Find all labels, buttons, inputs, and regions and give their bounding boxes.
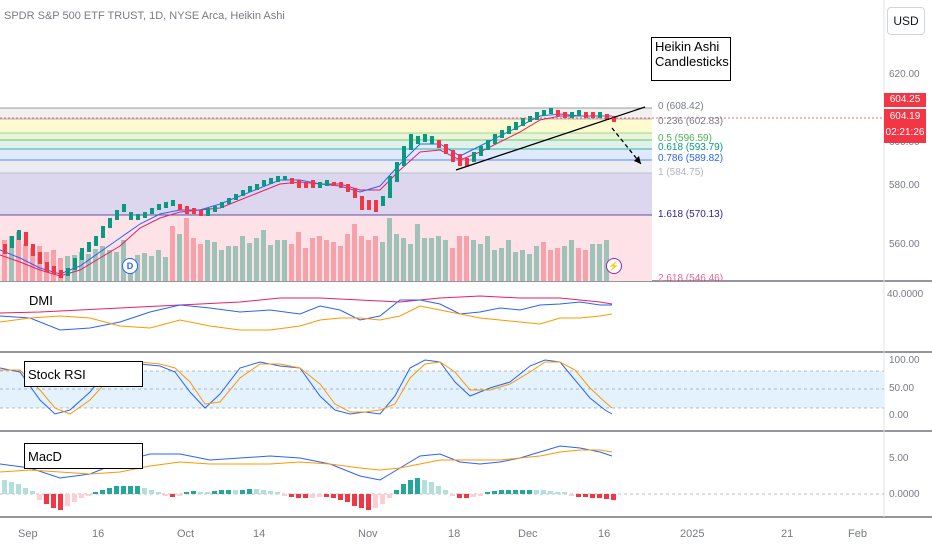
macd-tick-5: 5.00	[889, 453, 909, 464]
time-label-dec: Dec	[518, 528, 538, 540]
projection-arrow	[611, 127, 642, 165]
fib-label-0786: 0.786 (589.82)	[658, 153, 724, 164]
time-label-21: 21	[781, 528, 794, 540]
time-label-16a: 16	[92, 528, 105, 540]
heikin-ashi-note[interactable]: Heikin Ashi Candlesticks	[651, 37, 731, 81]
heikin-ashi-candles	[3, 108, 616, 278]
symbol-title[interactable]: SPDR S&P 500 ETF TRUST, 1D, NYSE Arca, H…	[4, 10, 285, 22]
price-tick-620: 620.00	[889, 69, 920, 80]
time-label-sep: Sep	[18, 528, 38, 540]
price-tag-value: 604.19	[889, 111, 921, 122]
stoch-rsi-label[interactable]: Stock RSI	[24, 361, 143, 387]
time-label-18: 18	[448, 528, 461, 540]
time-label-14: 14	[253, 528, 266, 540]
heikin-ashi-note-line2: Candlesticks	[655, 54, 729, 69]
trendline	[455, 106, 646, 171]
heikin-ashi-note-line1: Heikin Ashi	[655, 39, 720, 54]
fib-label-0618: 0.618 (593.79)	[658, 142, 724, 153]
volume-bars	[2, 218, 609, 281]
fib-label-0: 0 (608.42)	[658, 101, 704, 112]
time-label-2025: 2025	[680, 528, 705, 540]
stoch-tick-0: 0.00	[889, 410, 909, 421]
fib-label-1: 1 (584.75)	[658, 167, 704, 178]
time-label-nov: Nov	[358, 528, 378, 540]
macd-tick-0: 0.0000	[889, 489, 920, 500]
stoch-tick-100: 100.00	[889, 355, 920, 366]
fib-label-0236: 0.236 (602.83)	[658, 116, 724, 127]
macd-histogram	[2, 478, 616, 510]
time-label-16b: 16	[598, 528, 611, 540]
price-tick-580: 580.00	[889, 180, 920, 191]
macd-label[interactable]: MacD	[24, 443, 143, 469]
candle-countdown: 02:21:26	[885, 127, 925, 138]
time-label-feb: Feb	[848, 528, 867, 540]
ma-line-pink	[0, 115, 612, 277]
currency-button[interactable]: USD	[887, 7, 925, 35]
stoch-tick-50: 50.00	[889, 383, 915, 394]
dmi-lines	[0, 295, 613, 331]
last-price-tag: 604.25	[884, 93, 926, 107]
fib-label-2618: 2.618 (546.46)	[658, 273, 724, 281]
fib-label-05: 0.5 (596.59)	[658, 133, 712, 144]
price-tick-560: 560.00	[889, 239, 920, 250]
earnings-flash-icon[interactable]: ⚡	[606, 258, 622, 274]
dividend-icon[interactable]: D	[122, 258, 138, 274]
time-label-oct: Oct	[177, 528, 195, 540]
fib-label-1618: 1.618 (570.13)	[658, 209, 724, 220]
price-tag: 604.19 02:21:26	[884, 109, 926, 143]
dmi-label[interactable]: DMI	[29, 293, 53, 308]
dmi-tick-40: 40.0000	[887, 289, 924, 300]
